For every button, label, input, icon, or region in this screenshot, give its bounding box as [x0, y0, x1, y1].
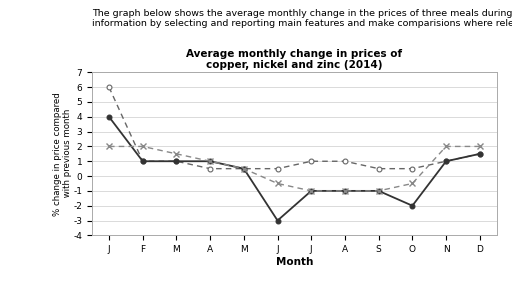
Y-axis label: % change in price compared
 with previous month: % change in price compared with previous…	[53, 92, 72, 216]
X-axis label: Month: Month	[276, 257, 313, 267]
Title: Average monthly change in prices of
copper, nickel and zinc (2014): Average monthly change in prices of copp…	[186, 49, 402, 70]
Text: The graph below shows the average monthly change in the prices of three meals du: The graph below shows the average monthl…	[92, 9, 512, 28]
